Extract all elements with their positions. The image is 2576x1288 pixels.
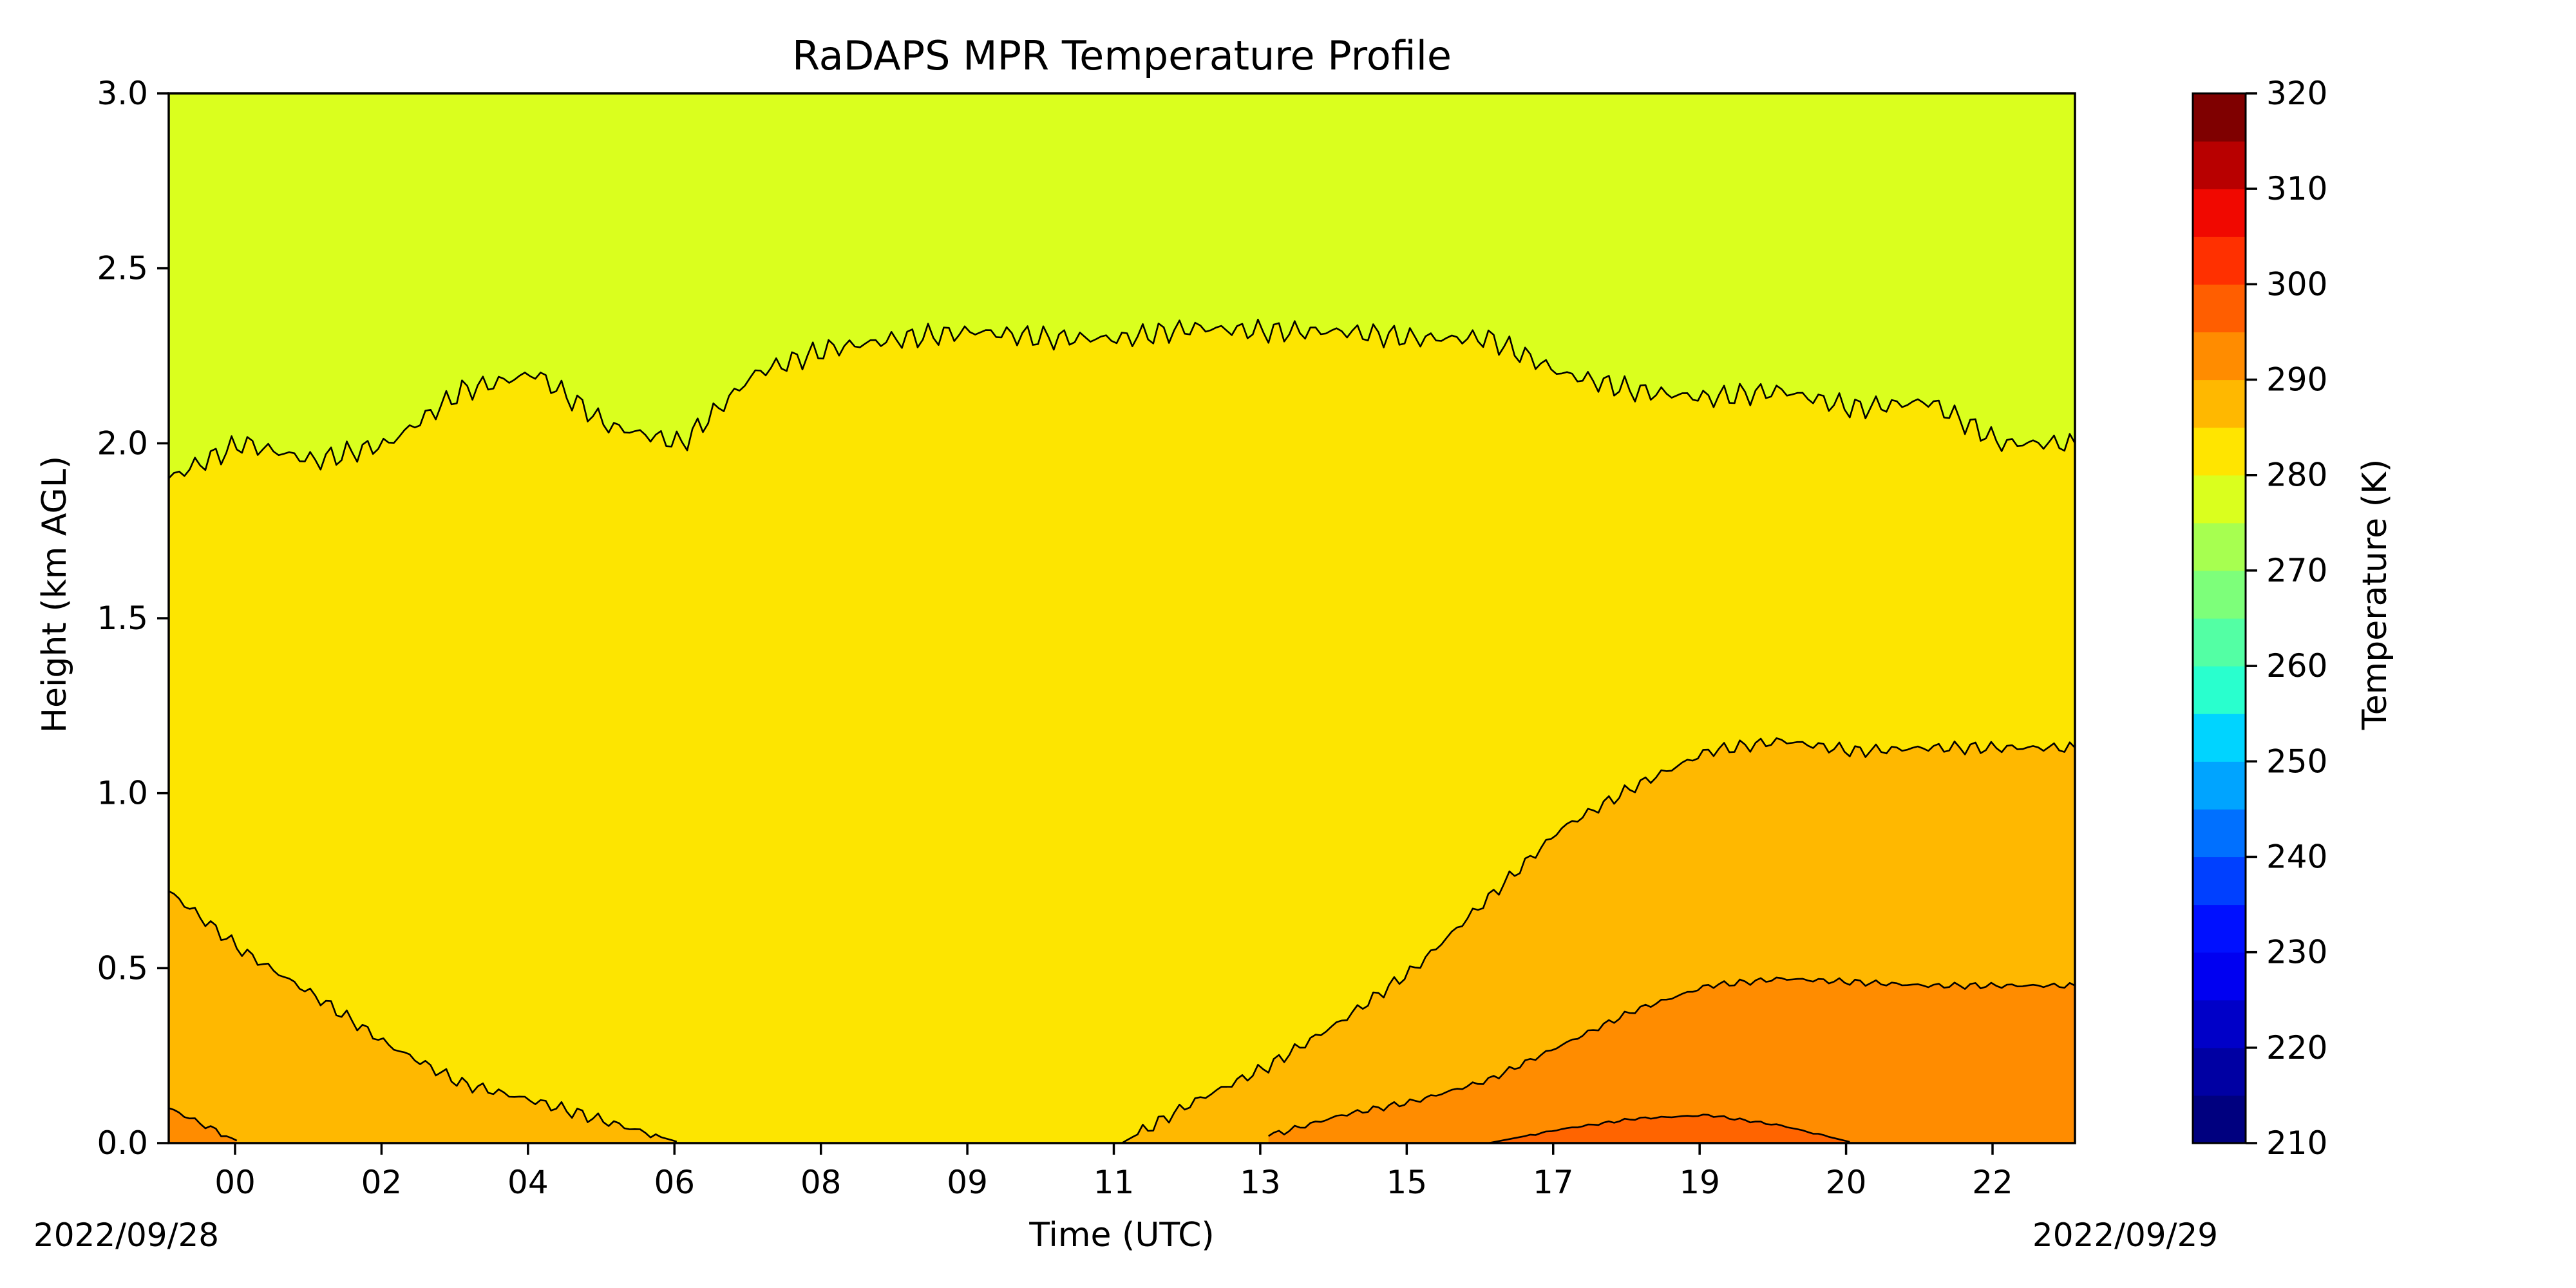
colorbar-swatch	[2193, 189, 2246, 237]
colorbar-frame	[2192, 92, 2247, 1144]
colorbar-label: Temperature (K)	[2356, 459, 2394, 731]
colorbar-tick-label: 210	[2266, 1124, 2327, 1162]
contour-line-275	[168, 318, 2076, 479]
colorbar-swatch	[2193, 522, 2246, 571]
contour-line-285	[168, 1107, 238, 1142]
x-tick-label: 20	[1826, 1164, 1867, 1201]
y-tick-label: 2.5	[97, 250, 148, 287]
x-tick-label: 13	[1240, 1164, 1281, 1201]
x-tick-label: 04	[507, 1164, 549, 1201]
band-above-275	[169, 93, 2075, 478]
y-tick-label: 0.5	[97, 949, 148, 987]
x-tick-label: 15	[1387, 1164, 1428, 1201]
colorbar-swatch	[2193, 427, 2246, 476]
x-tick-label: 22	[1972, 1164, 2013, 1201]
x-tick-label: 02	[361, 1164, 402, 1201]
y-tick-label: 1.5	[97, 600, 148, 637]
colorbar-swatch	[2193, 809, 2246, 858]
colorbar-tick-label: 270	[2266, 552, 2327, 589]
colorbar-tick-label: 320	[2266, 75, 2327, 112]
colorbar-swatch	[2193, 475, 2246, 524]
colorbar-swatch	[2193, 1095, 2246, 1144]
colorbar-swatch	[2193, 93, 2246, 142]
colorbar-swatch	[2193, 332, 2246, 381]
colorbar-tick-label: 220	[2266, 1029, 2327, 1066]
colorbar-tick-label: 260	[2266, 647, 2327, 685]
colorbar-tick-label: 230	[2266, 934, 2327, 971]
colorbar: 210 220 230 240 250 260 270 280 290 300 310 320	[2192, 75, 2327, 1162]
x-axis-label: Time (UTC)	[1028, 1216, 1214, 1255]
x-tick-label: 06	[654, 1164, 695, 1201]
date-start-label: 2022/09/28	[33, 1217, 219, 1254]
colorbar-swatch	[2193, 857, 2246, 905]
chart-title: RaDAPS MPR Temperature Profile	[792, 32, 1452, 79]
colorbar-tick-label: 310	[2266, 170, 2327, 207]
y-tick-label: 0.0	[97, 1124, 148, 1162]
y-tick-label: 2.0	[97, 424, 148, 462]
colorbar-swatch	[2193, 284, 2246, 333]
colorbar-swatch	[2193, 570, 2246, 619]
colorbar-swatch	[2193, 236, 2246, 285]
x-tick-label: 08	[800, 1164, 842, 1201]
y-tick-label: 1.0	[97, 775, 148, 812]
colorbar-tick-label: 250	[2266, 743, 2327, 780]
contour-line-285	[1267, 976, 2076, 1137]
band-280-285	[169, 891, 677, 1143]
colorbar-tick-label: 300	[2266, 265, 2327, 303]
y-tick-label: 3.0	[97, 75, 148, 112]
band-285-290	[1268, 977, 2075, 1143]
band-285-290	[169, 1108, 237, 1143]
x-tick-label: 09	[947, 1164, 988, 1201]
colorbar-swatch	[2193, 1047, 2246, 1096]
colorbar-swatch	[2193, 999, 2246, 1048]
contour-line-280	[1121, 737, 2076, 1144]
contour-line-280	[168, 890, 677, 1142]
colorbar-swatch	[2193, 666, 2246, 714]
colorbar-tick-label: 290	[2266, 361, 2327, 399]
colorbar-swatch	[2193, 714, 2246, 762]
date-end-label: 2022/09/29	[2032, 1217, 2218, 1254]
colorbar-swatch	[2193, 904, 2246, 953]
x-tick-label: 00	[214, 1164, 256, 1201]
plot-area: 0.0 0.5 1.0 1.5 2.0 2.5 3.0 00 02 04 06 08 09 11 13 15 1…	[97, 75, 2076, 1201]
colorbar-tick-label: 280	[2266, 457, 2327, 494]
y-axis-label: Height (km AGL)	[35, 456, 74, 733]
colorbar-tick-label: 240	[2266, 838, 2327, 875]
x-tick-label: 19	[1679, 1164, 1720, 1201]
colorbar-swatch	[2193, 761, 2246, 810]
x-tick-label: 11	[1094, 1164, 1135, 1201]
colorbar-swatch	[2193, 952, 2246, 1001]
colorbar-swatch	[2193, 141, 2246, 189]
colorbar-swatch	[2193, 618, 2246, 667]
contour-line-290	[1488, 1113, 1850, 1144]
x-tick-label: 17	[1533, 1164, 1574, 1201]
colorbar-swatch	[2193, 379, 2246, 428]
